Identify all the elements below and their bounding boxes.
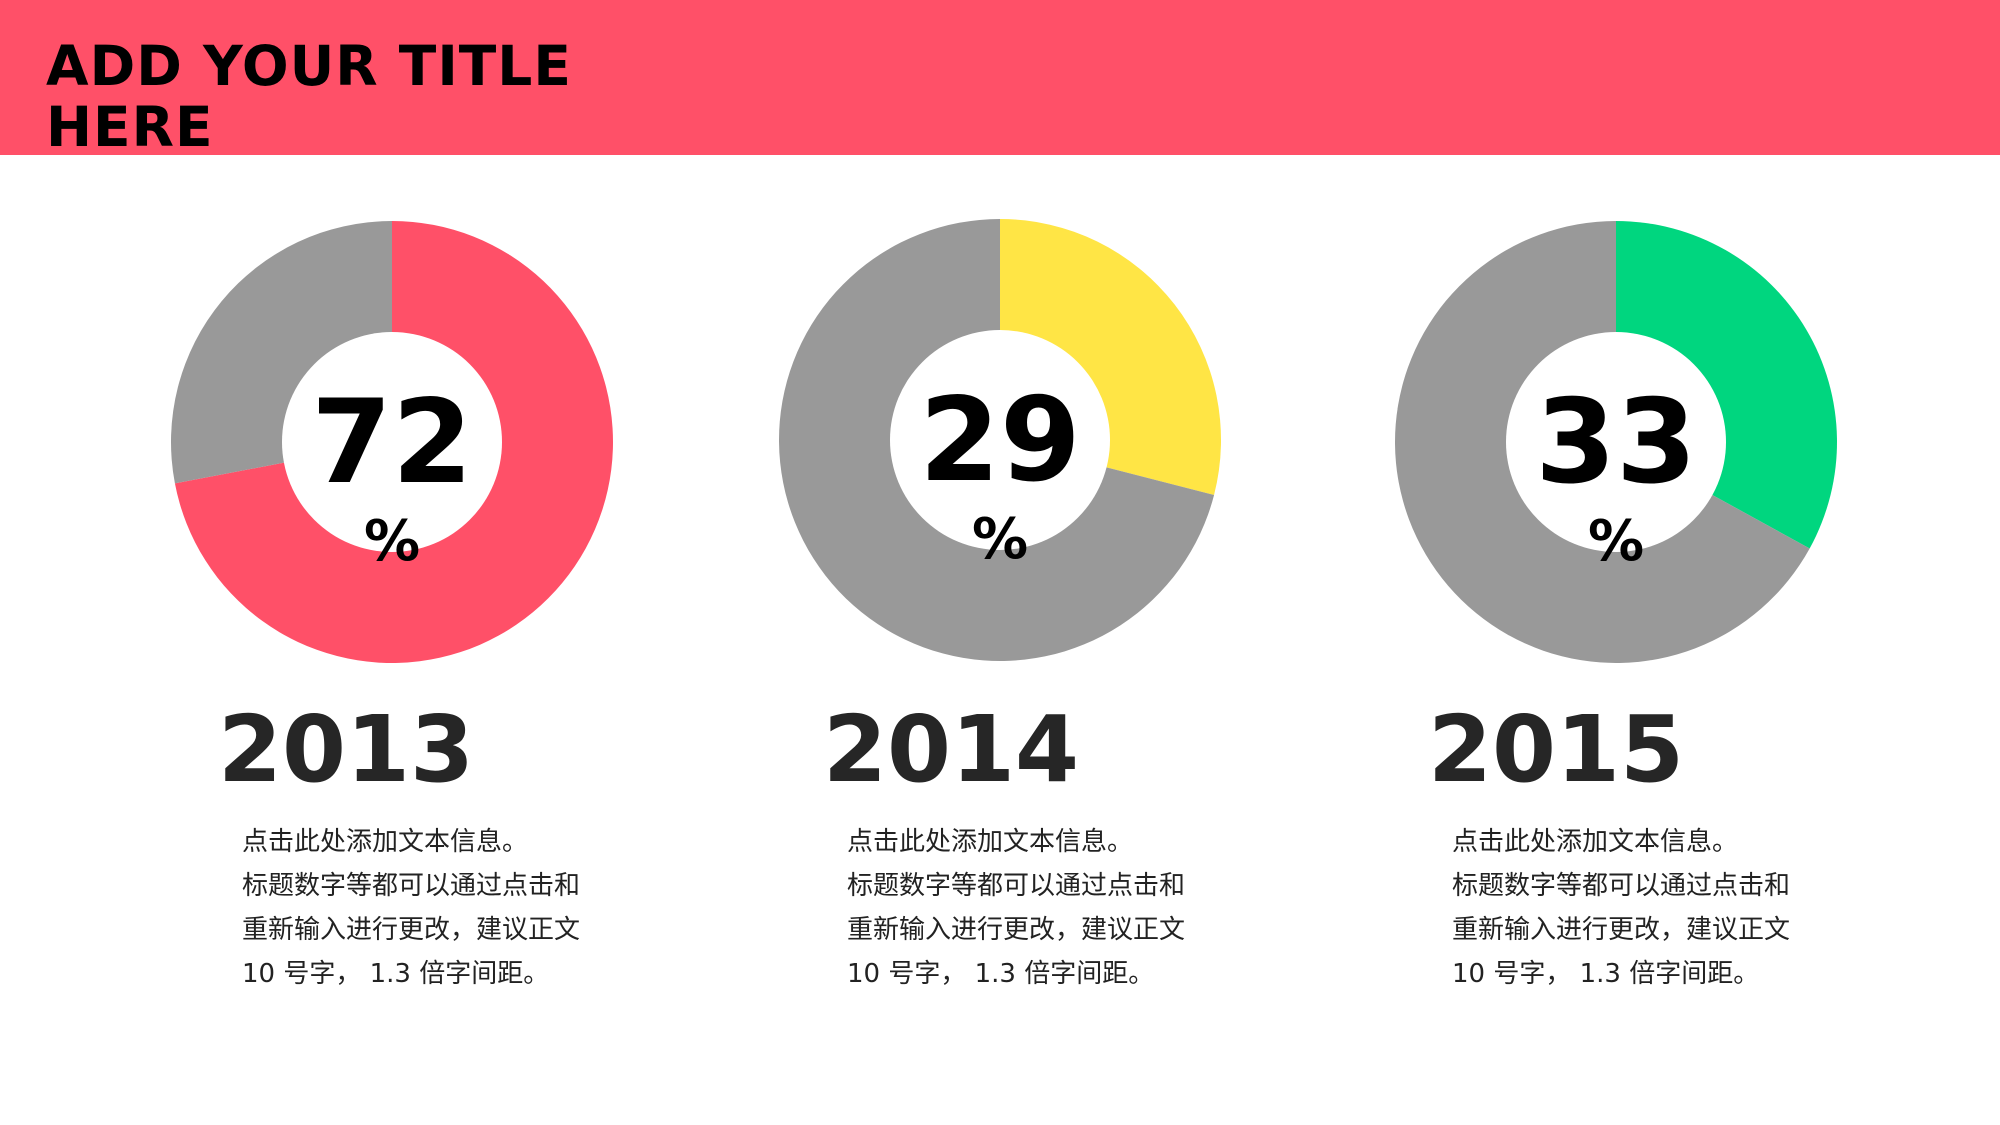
description-line: 重新输入进行更改，建议正文 [1452,915,1791,945]
year-label[interactable]: 2015 [1428,696,1685,803]
description-line: 标题数字等都可以通过点击和 [847,871,1186,901]
description-text[interactable]: 点击此处添加文本信息。 标题数字等都可以通过点击和 重新输入进行更改，建议正文 … [1452,820,1852,996]
donut-hole [1506,332,1726,552]
description-line: 10 号字， 1.3 倍字间距。 [1452,959,1760,989]
center-value-label[interactable]: 33 [1535,375,1696,510]
description-line: 重新输入进行更改，建议正文 [242,915,581,945]
description-line: 10 号字， 1.3 倍字间距。 [242,959,550,989]
description-line: 点击此处添加文本信息。 [242,827,529,857]
description-line: 10 号字， 1.3 倍字间距。 [847,959,1155,989]
center-value-label[interactable]: 72 [311,375,472,510]
donut-hole [282,332,502,552]
description-line: 点击此处添加文本信息。 [1452,827,1739,857]
center-value-label[interactable]: 29 [919,373,1080,508]
description-line: 重新输入进行更改，建议正文 [847,915,1186,945]
year-label[interactable]: 2013 [218,696,475,803]
description-text[interactable]: 点击此处添加文本信息。 标题数字等都可以通过点击和 重新输入进行更改，建议正文 … [847,820,1247,996]
title-bar: ADD YOUR TITLE HERE [0,0,2000,159]
chart-panel-2014: 29 % 2014 点击此处添加文本信息。 标题数字等都可以通过点击和 重新输入… [0,0,1222,1125]
slide-title[interactable]: ADD YOUR TITLE HERE [46,34,572,159]
description-line: 标题数字等都可以通过点击和 [1452,871,1791,901]
center-unit-label[interactable]: % [1588,509,1644,574]
description-line: 标题数字等都可以通过点击和 [242,871,581,901]
year-label[interactable]: 2014 [823,696,1080,803]
chart-panel-2013: 72 % 2013 点击此处添加文本信息。 标题数字等都可以通过点击和 重新输入… [0,0,613,1125]
donut-chart-2014: 29 % [779,219,1222,661]
donut-hole [890,330,1110,550]
chart-panel-2015: 33 % 2015 点击此处添加文本信息。 标题数字等都可以通过点击和 重新输入… [0,0,1837,1125]
center-unit-label[interactable]: % [972,507,1028,572]
description-line: 点击此处添加文本信息。 [847,827,1134,857]
donut-chart-2013: 72 % [170,221,613,663]
description-text[interactable]: 点击此处添加文本信息。 标题数字等都可以通过点击和 重新输入进行更改，建议正文 … [242,820,642,996]
donut-chart-2015: 33 % [1394,221,1837,663]
center-unit-label[interactable]: % [364,509,420,574]
